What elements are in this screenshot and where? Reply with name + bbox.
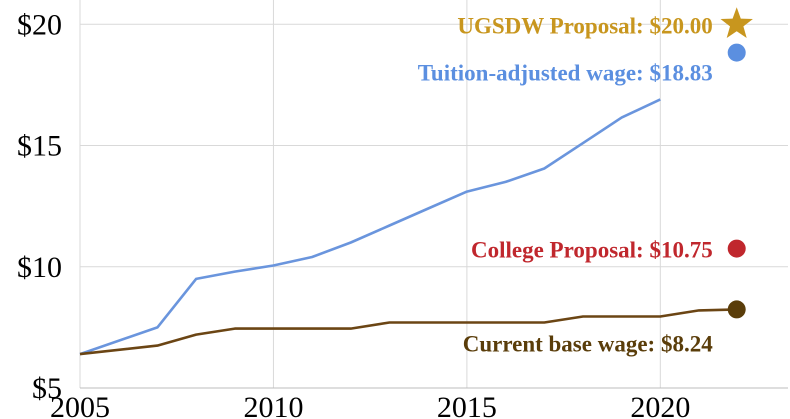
annotation-label: College Proposal: $10.75: [471, 238, 713, 263]
series-layer: [79, 98, 738, 356]
y-tick-label: $15: [17, 130, 62, 163]
tick-layer: $5 $10 $15 $20 2005 2010 2015 2020: [17, 8, 690, 419]
annotation-circle-marker: [727, 300, 746, 319]
annotation-label: Tuition-adjusted wage: $18.83: [418, 61, 713, 86]
annotation-circle-marker: [727, 43, 746, 62]
proposal-star-marker: [720, 7, 753, 39]
x-tick-label: 2010: [243, 391, 303, 419]
annotation-circle-marker: [727, 239, 746, 258]
series-line: [79, 98, 661, 356]
x-tick-label: 2005: [50, 391, 110, 419]
x-tick-label: 2020: [630, 391, 690, 419]
annotation-label: UGSDW Proposal: $20.00: [457, 13, 712, 38]
y-tick-label: $5: [32, 372, 62, 405]
y-tick-label: $20: [17, 8, 62, 41]
marker-layer: [720, 7, 753, 319]
x-tick-label: 2015: [437, 391, 497, 419]
y-tick-label: $10: [17, 251, 62, 284]
label-layer: UGSDW Proposal: $20.00 Tuition-adjusted w…: [418, 13, 713, 356]
series-line: [79, 308, 738, 356]
grid-layer: [79, 0, 788, 389]
annotation-label: Current base wage: $8.24: [463, 331, 713, 356]
